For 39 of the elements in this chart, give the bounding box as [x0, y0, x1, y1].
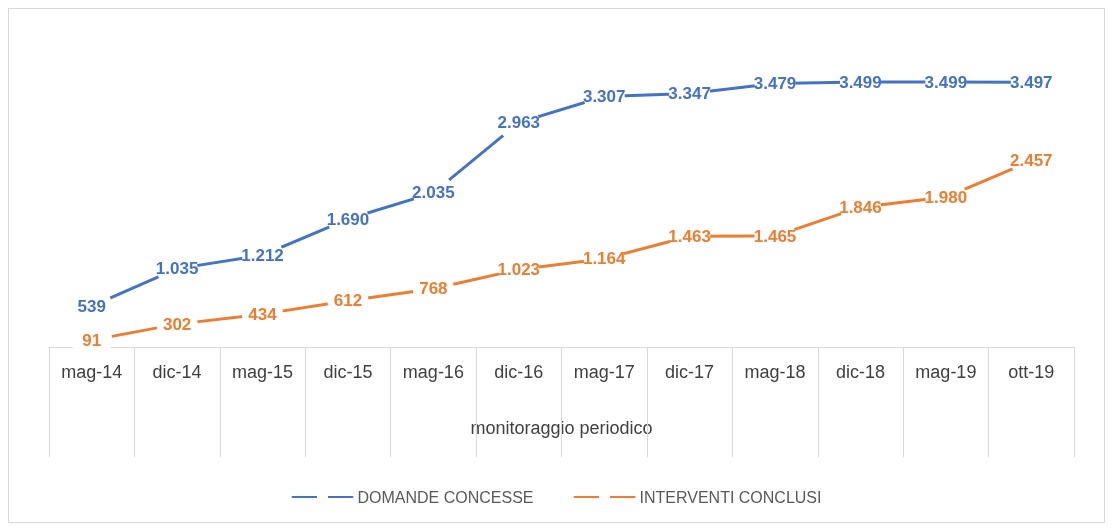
data-label: 1.035 — [155, 259, 199, 279]
x-tick-label: dic-14 — [152, 362, 202, 382]
data-label: 434 — [248, 304, 278, 324]
data-label: 1.846 — [839, 197, 882, 217]
legend-label: INTERVENTI CONCLUSI — [639, 488, 822, 506]
x-tick-label: mag-17 — [573, 362, 635, 382]
x-tick-label: dic-16 — [494, 362, 544, 382]
data-label: 1.465 — [753, 226, 797, 246]
data-label: 2.457 — [1010, 151, 1053, 171]
x-tick-label: mag-18 — [744, 362, 806, 382]
data-label: 302 — [162, 314, 192, 334]
data-label: 3.497 — [1010, 72, 1053, 92]
x-tick-label: mag-16 — [402, 362, 464, 382]
data-label: 3.499 — [924, 72, 968, 92]
data-label: 768 — [419, 279, 448, 299]
data-label: 1.212 — [241, 245, 284, 265]
data-label: 1.164 — [582, 249, 627, 269]
data-label: 2.963 — [497, 113, 541, 133]
x-tick-label: mag-14 — [61, 362, 123, 382]
x-tick-label: mag-15 — [232, 362, 294, 382]
legend-label: DOMANDE CONCESSE — [357, 488, 534, 506]
data-label: 539 — [77, 296, 106, 316]
x-tick-label: dic-18 — [835, 362, 885, 382]
x-tick-label: ott-19 — [1008, 362, 1055, 382]
data-label: 2.035 — [412, 183, 455, 203]
data-label: 1.463 — [668, 226, 711, 246]
data-label: 612 — [333, 291, 363, 311]
x-axis-title: monitoraggio periodico — [470, 418, 653, 438]
data-label: 3.499 — [839, 72, 882, 92]
x-tick-label: mag-19 — [915, 362, 977, 382]
data-label: 3.307 — [582, 87, 626, 107]
data-label: 91 — [82, 330, 102, 350]
x-tick-label: dic-15 — [323, 362, 373, 382]
x-tick-label: dic-17 — [665, 362, 715, 382]
data-label: 3.479 — [753, 74, 797, 94]
data-label: 3.347 — [668, 84, 711, 104]
data-label: 1.980 — [924, 187, 968, 207]
data-label: 1.690 — [326, 209, 370, 229]
data-label: 1.023 — [497, 260, 541, 280]
